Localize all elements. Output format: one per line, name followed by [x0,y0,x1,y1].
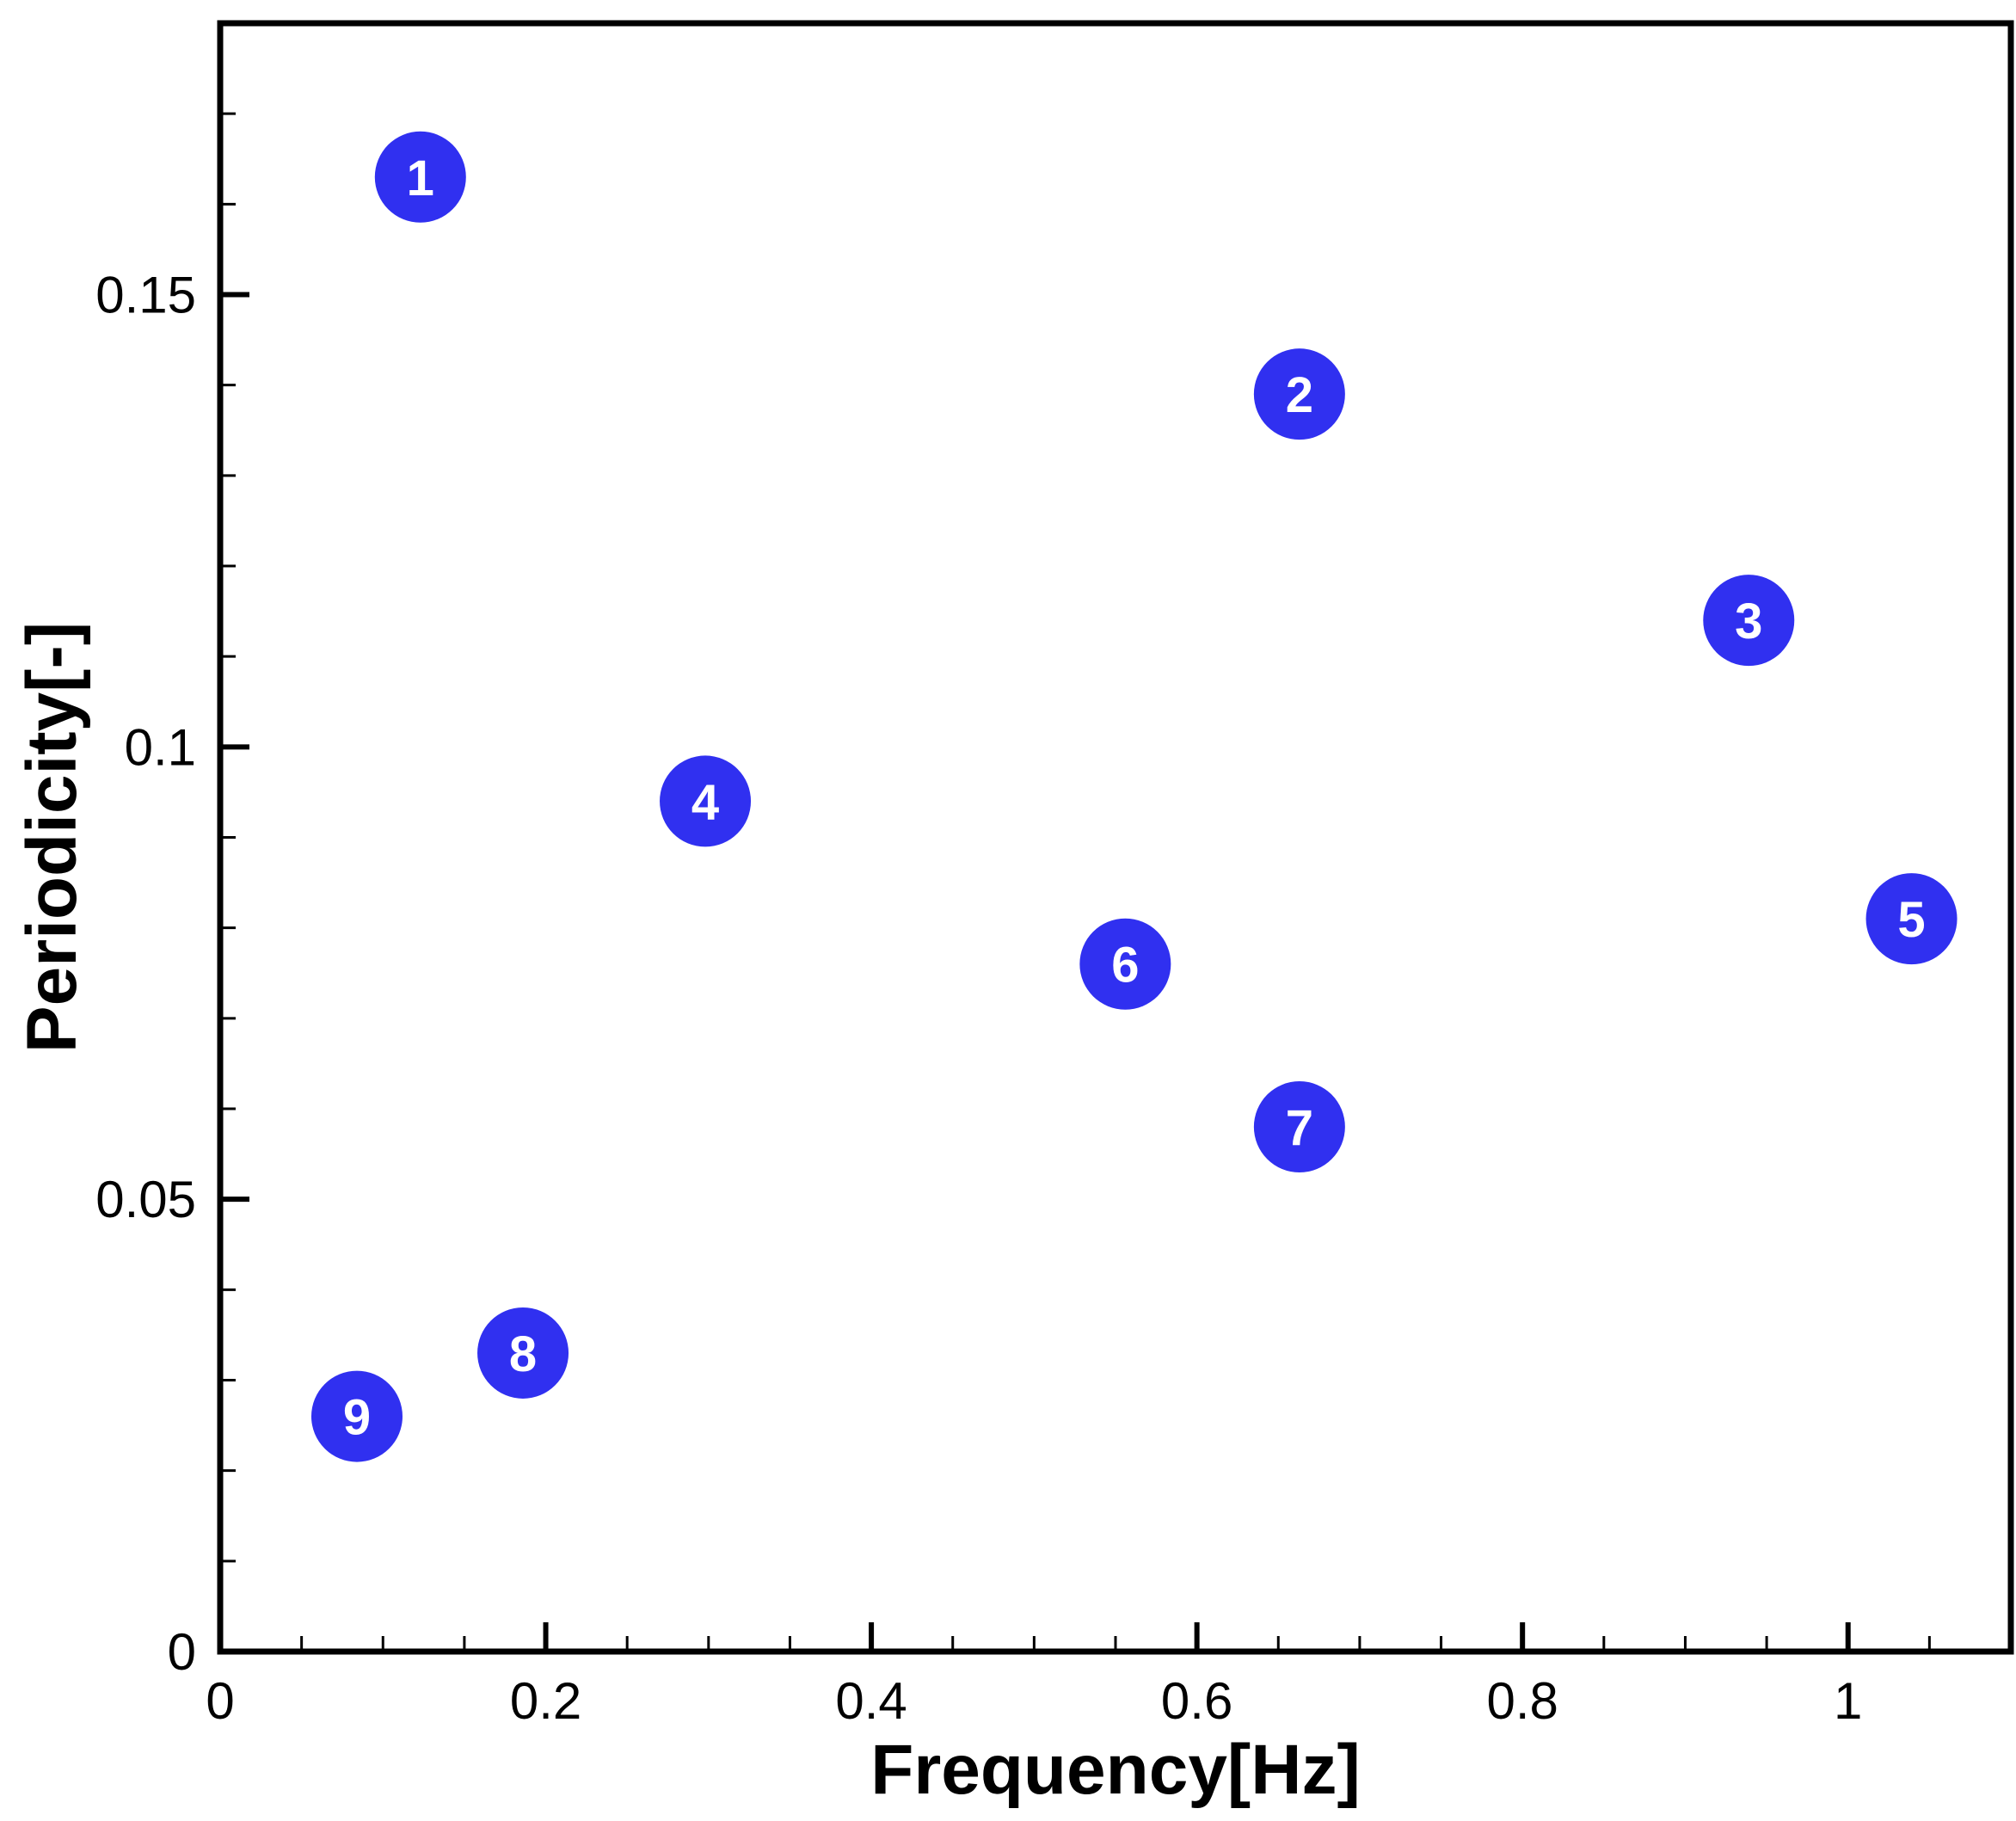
data-point-8: 8 [477,1307,569,1399]
y-tick-label: 0.05 [95,1171,196,1228]
x-axis-ticks: 0 0.2 0.4 0.6 0.8 1 [206,1622,2013,1730]
point-marker [1253,1081,1345,1173]
y-axis-title: Periodicity[-] [13,622,91,1053]
data-point-9: 9 [310,1370,403,1462]
y-tick-label: 0.15 [95,267,196,324]
point-marker [1865,873,1958,965]
point-label: 8 [509,1326,537,1382]
data-point-7: 7 [1253,1081,1345,1173]
point-label: 2 [1286,367,1313,423]
point-marker [1079,918,1171,1010]
point-label: 3 [1735,594,1762,649]
x-tick-label: 0.2 [510,1672,581,1730]
point-marker [477,1307,569,1399]
data-point-6: 6 [1079,918,1171,1010]
point-marker [660,755,752,847]
data-point-3: 3 [1703,575,1795,667]
x-tick-label: 0.6 [1161,1672,1232,1730]
data-point-5: 5 [1865,873,1958,965]
y-tick-label: 0.1 [125,718,196,776]
plot-frame [217,20,2014,1655]
data-point-4: 4 [660,755,752,847]
x-axis-title: Frequency[Hz] [870,1731,1361,1809]
point-label: 5 [1897,892,1925,948]
data-point-2: 2 [1253,348,1345,440]
point-label: 7 [1286,1100,1313,1156]
x-tick-label: 0.4 [835,1672,907,1730]
data-points: 1 2 3 4 5 6 7 8 9 [310,131,1958,1462]
x-tick-label: 1 [1834,1672,1862,1730]
y-axis-ticks: 0 0.05 0.1 0.15 [95,22,249,1681]
point-marker [374,131,466,223]
x-tick-label: 0.8 [1486,1672,1558,1730]
point-marker [1253,348,1345,440]
y-tick-label: 0 [168,1623,196,1681]
point-label: 6 [1111,938,1139,994]
x-tick-label: 0 [206,1672,234,1730]
data-point-1: 1 [374,131,466,223]
point-label: 4 [691,774,719,830]
point-label: 9 [343,1390,371,1446]
point-marker [310,1370,403,1462]
point-marker [1703,575,1795,667]
point-label: 1 [407,151,434,206]
